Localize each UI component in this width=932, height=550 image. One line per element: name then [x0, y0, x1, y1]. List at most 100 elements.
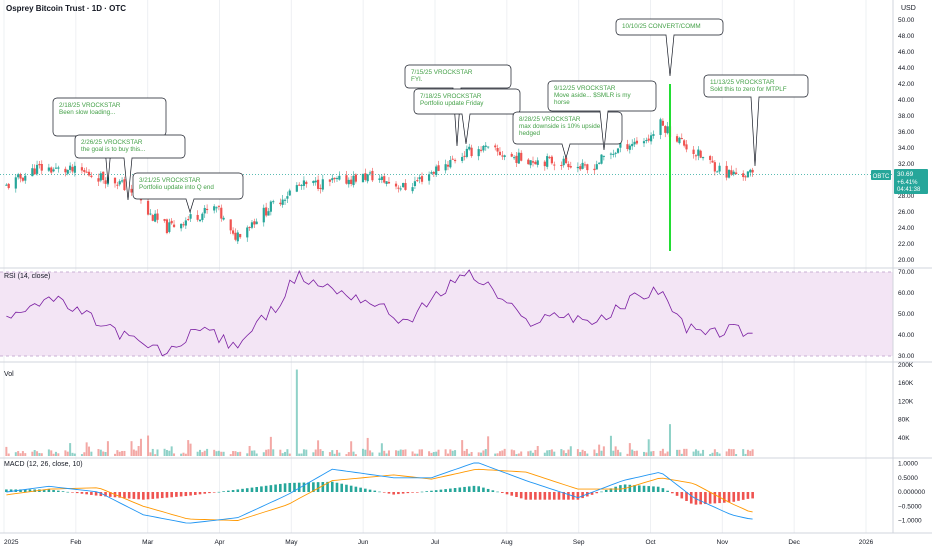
volume-bar: [104, 452, 107, 456]
volume-bar: [735, 454, 738, 456]
candle-body: [484, 145, 487, 147]
candle-body: [352, 175, 355, 186]
volume-bar: [206, 448, 209, 456]
volume-bar: [749, 450, 752, 456]
macd-hist-bar: [567, 492, 570, 500]
candle-body: [302, 180, 306, 186]
volume-bar: [480, 452, 483, 456]
volume-bar: [106, 441, 109, 456]
candle-body: [239, 233, 242, 238]
macd-hist-bar: [486, 488, 490, 492]
candle-body: [250, 222, 254, 228]
idea-note[interactable]: 10/10/25 CONVERT/COMM: [615, 18, 724, 77]
candle-body: [595, 164, 598, 170]
macd-hist-bar: [212, 492, 216, 493]
note-text: max downside is 10% upside: [519, 123, 601, 130]
candle-body: [38, 163, 41, 166]
candle-body: [66, 169, 69, 174]
volume-bar: [685, 448, 688, 456]
volume-tick: 160K: [898, 380, 914, 387]
candle-body: [156, 213, 159, 220]
volume-bar: [517, 453, 520, 456]
volume-bar: [461, 440, 464, 456]
volume-bar: [328, 452, 331, 456]
volume-bar: [40, 453, 43, 456]
candle-body: [413, 181, 417, 187]
candle-body: [69, 165, 72, 170]
volume-bar: [272, 449, 275, 456]
macd-histogram: [5, 481, 754, 505]
volume-bar: [149, 452, 152, 456]
candle-body: [534, 161, 537, 165]
candle-body: [222, 217, 225, 220]
candle-body: [151, 215, 154, 221]
volume-bar: [118, 451, 121, 456]
volume-bar: [482, 450, 485, 456]
volume-bar: [262, 452, 265, 456]
volume-bar: [102, 451, 105, 456]
macd-hist-bar: [680, 492, 684, 499]
macd-hist-bar: [420, 491, 424, 493]
volume-bar: [378, 452, 381, 456]
macd-hist-bar: [184, 492, 188, 497]
volume-bar: [567, 449, 570, 456]
candle-body: [581, 162, 584, 169]
candle-body: [31, 168, 34, 177]
note-text: horse: [554, 99, 570, 106]
volume-bar: [314, 449, 317, 456]
volume-bar: [50, 450, 53, 456]
note-text: Been slow loading...: [59, 109, 116, 116]
volume-bar: [730, 449, 733, 456]
volume-bar: [543, 452, 546, 456]
volume-bar: [595, 453, 598, 456]
price-tick: 46.00: [898, 49, 915, 56]
candle-body: [701, 157, 705, 159]
candle-body: [598, 162, 601, 164]
candle-body: [652, 134, 655, 136]
volume-bar: [64, 450, 67, 456]
volume-bar: [335, 449, 338, 456]
macd-hist-bar: [373, 490, 377, 492]
volume-tick: 80K: [898, 417, 910, 424]
candle-body: [562, 158, 565, 166]
volume-bar: [215, 451, 218, 456]
volume-bar: [527, 451, 530, 456]
volume-bar: [643, 451, 646, 456]
volume-bar: [718, 453, 721, 456]
macd-hist-bar: [326, 481, 329, 492]
macd-hist-bar: [444, 489, 447, 492]
macd-hist-bar: [604, 489, 608, 492]
macd-hist-bar: [94, 492, 98, 496]
macd-tick: 1.0000: [898, 461, 918, 468]
candle-body: [498, 151, 502, 156]
candle-body: [437, 165, 440, 171]
volume-bar: [728, 448, 731, 456]
macd-hist-bar: [472, 485, 476, 492]
volume-bar: [553, 451, 556, 456]
candle-body: [333, 177, 336, 180]
macd-hist-bar: [359, 487, 362, 492]
macd-hist-bar: [85, 492, 88, 495]
macd-hist-bar: [595, 492, 599, 494]
candle-body: [33, 168, 36, 175]
rsi-label: RSI (14, close): [4, 273, 50, 280]
candle-body: [201, 213, 204, 220]
volume-bar: [711, 452, 714, 456]
time-tick: Apr: [214, 539, 225, 546]
volume-bar: [746, 449, 749, 456]
macd-hist-bar: [236, 489, 240, 492]
volume-bar: [17, 451, 20, 456]
candle-body: [543, 161, 546, 167]
candle-body: [626, 144, 629, 150]
candle-body: [168, 222, 171, 232]
volume-bar: [451, 450, 454, 456]
